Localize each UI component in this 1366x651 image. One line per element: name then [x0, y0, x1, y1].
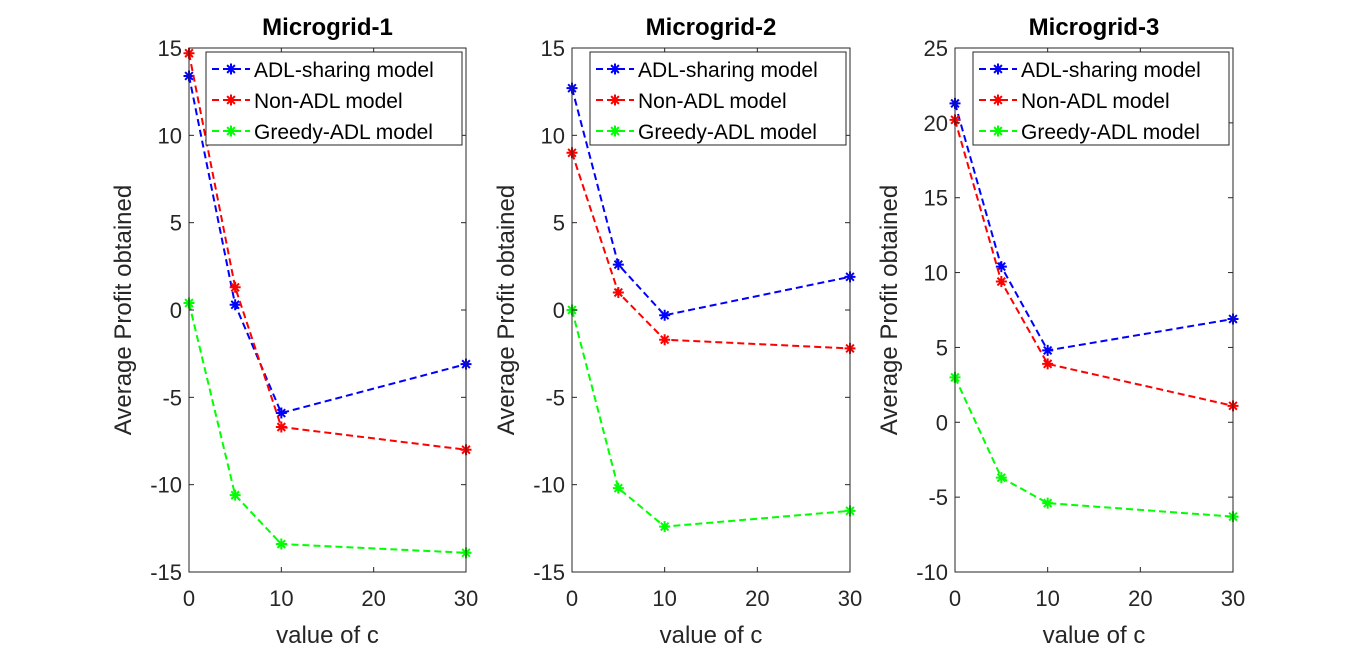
axes-box [954, 47, 1234, 573]
data-point [229, 281, 241, 293]
y-tick-label: 25 [924, 36, 948, 61]
chart-title: Microgrid-1 [262, 14, 393, 41]
legend-marker [609, 125, 621, 137]
y-tick-label: 15 [924, 186, 948, 211]
legend-box [205, 51, 463, 146]
legend-label: Greedy-ADL model [1021, 121, 1200, 144]
x-axis-label: value of c [1043, 622, 1146, 649]
x-tick-label: 0 [183, 586, 195, 611]
data-point [229, 299, 241, 311]
data-point [275, 407, 287, 419]
y-tick-label: -10 [533, 473, 565, 498]
y-tick-label: 15 [158, 36, 182, 61]
x-axis-label: value of c [276, 622, 379, 649]
x-tick-label: 30 [454, 586, 478, 611]
y-tick-label: -5 [928, 485, 948, 510]
legend-box [972, 51, 1230, 146]
x-tick-label: 10 [269, 586, 293, 611]
data-point [275, 421, 287, 433]
legend-marker [225, 125, 237, 137]
legend: ADL-sharing model Non-ADL model Greedy-ADL… [205, 51, 463, 146]
y-axis-label: Average Profit obtained [110, 185, 137, 435]
legend-marker [992, 94, 1004, 106]
x-tick-label: 10 [1035, 586, 1059, 611]
legend-marker [992, 63, 1004, 75]
legend: ADL-sharing model Non-ADL model Greedy-ADL… [589, 51, 847, 146]
x-tick-label: 20 [745, 586, 769, 611]
x-tick-label: 0 [566, 586, 578, 611]
series-line-3 [188, 302, 467, 554]
y-axis-label: Average Profit obtained [876, 185, 903, 435]
y-tick-label: 10 [541, 123, 565, 148]
legend-label: ADL-sharing model [1021, 59, 1201, 82]
data-point [995, 261, 1007, 273]
x-tick-label: 0 [949, 586, 961, 611]
y-tick-label: -5 [545, 385, 565, 410]
data-point [1042, 497, 1054, 509]
legend-marker [609, 94, 621, 106]
y-tick-label: -10 [916, 560, 948, 585]
data-point [612, 259, 624, 271]
legend-box [589, 51, 847, 146]
data-point [659, 309, 671, 321]
legend-label: Greedy-ADL model [254, 121, 433, 144]
x-tick-label: 20 [1128, 586, 1152, 611]
series-line-1 [571, 87, 851, 317]
x-tick-label: 10 [652, 586, 676, 611]
data-point [995, 276, 1007, 288]
series-line-2 [188, 53, 467, 451]
legend-marker [609, 63, 621, 75]
x-tick-label: 30 [1221, 586, 1245, 611]
chart-title: Microgrid-2 [646, 14, 777, 41]
data-point [995, 472, 1007, 484]
data-point [612, 287, 624, 299]
subplot-2: 0 10 20 30 -15 -10 -5 0 5 10 15 Microgrid-2 value of… [493, 14, 862, 649]
x-tick-label: 20 [361, 586, 385, 611]
legend-marker [992, 125, 1004, 137]
data-point [659, 521, 671, 533]
y-tick-label: 5 [170, 211, 182, 236]
y-tick-label: 0 [170, 298, 182, 323]
y-tick-label: 10 [924, 261, 948, 286]
chart-title: Microgrid-3 [1029, 14, 1160, 41]
legend-label: Non-ADL model [254, 90, 403, 113]
y-tick-label: -15 [150, 560, 182, 585]
legend-marker [225, 94, 237, 106]
series-line-2 [571, 152, 851, 350]
series-line-2 [954, 119, 1234, 407]
y-tick-label: 5 [553, 211, 565, 236]
series-line-3 [571, 309, 851, 528]
x-tick-label: 30 [838, 586, 862, 611]
subplot-1: 0 10 20 30 -15 -10 -5 0 5 10 15 Microgrid-1 value of… [110, 14, 478, 649]
data-point [229, 489, 241, 501]
series-line-3 [954, 376, 1234, 518]
y-tick-label: -10 [150, 473, 182, 498]
y-tick-label: -5 [162, 385, 182, 410]
legend-label: ADL-sharing model [638, 59, 818, 82]
data-point [275, 538, 287, 550]
data-point [1042, 358, 1054, 370]
legend-label: ADL-sharing model [254, 59, 434, 82]
data-point [612, 482, 624, 494]
x-axis-label: value of c [660, 622, 763, 649]
y-tick-label: 0 [936, 410, 948, 435]
y-tick-label: 20 [924, 111, 948, 136]
y-axis-label: Average Profit obtained [493, 185, 520, 435]
y-tick-label: 0 [553, 298, 565, 323]
legend-label: Greedy-ADL model [638, 121, 817, 144]
legend: ADL-sharing model Non-ADL model Greedy-ADL… [972, 51, 1230, 146]
subplot-3: 0 10 20 30 -10 -5 0 5 10 15 20 25 Microgrid-3 value o… [876, 14, 1245, 649]
legend-label: Non-ADL model [638, 90, 787, 113]
legend-label: Non-ADL model [1021, 90, 1170, 113]
y-tick-label: -15 [533, 560, 565, 585]
y-tick-label: 15 [541, 36, 565, 61]
y-tick-label: 5 [936, 335, 948, 360]
legend-marker [225, 63, 237, 75]
data-point [1042, 344, 1054, 356]
data-point [659, 334, 671, 346]
y-tick-label: 10 [158, 123, 182, 148]
